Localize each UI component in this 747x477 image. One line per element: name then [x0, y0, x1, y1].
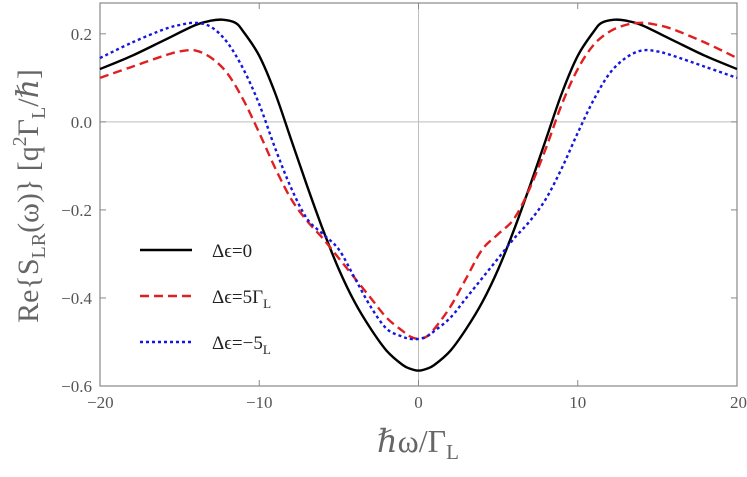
y-tick-label-1: 0.0 [71, 113, 92, 132]
y-tick-label-3: −0.4 [61, 289, 92, 308]
x-tick-label-3: 10 [569, 393, 586, 412]
series-line-1 [99, 21, 738, 341]
legend: Δϵ=0 Δϵ=5ΓL Δϵ=−5L [140, 241, 271, 357]
x-axis-title: ℏω/ΓL [377, 423, 459, 464]
legend-entry-0: Δϵ=0 [140, 241, 252, 262]
y-tick-label-0: 0.2 [71, 25, 92, 44]
x-tick-label-0: −20 [87, 393, 114, 412]
legend-entry-1: Δϵ=5ΓL [140, 287, 271, 311]
x-tick-label-4: 20 [730, 393, 747, 412]
y-axis-title: Re{SLR(ω)} [q2ΓL/ℏ] [9, 69, 50, 323]
legend-label-2: Δϵ=−5L [212, 333, 271, 357]
series-lines [99, 18, 738, 372]
axis-ticks: −20 −10 0 10 20 0.2 0.0 −0.2 −0.4 −0.6 [61, 3, 747, 412]
x-tick-label-1: −10 [246, 393, 273, 412]
series-line-0 [99, 18, 738, 372]
x-tick-label-2: 0 [414, 393, 423, 412]
legend-entry-2: Δϵ=−5L [140, 333, 271, 357]
legend-label-1: Δϵ=5ΓL [212, 287, 271, 311]
legend-label-0: Δϵ=0 [212, 241, 252, 262]
y-tick-label-4: −0.6 [61, 377, 92, 396]
y-tick-label-2: −0.2 [61, 201, 92, 220]
series-line-2 [99, 21, 738, 341]
